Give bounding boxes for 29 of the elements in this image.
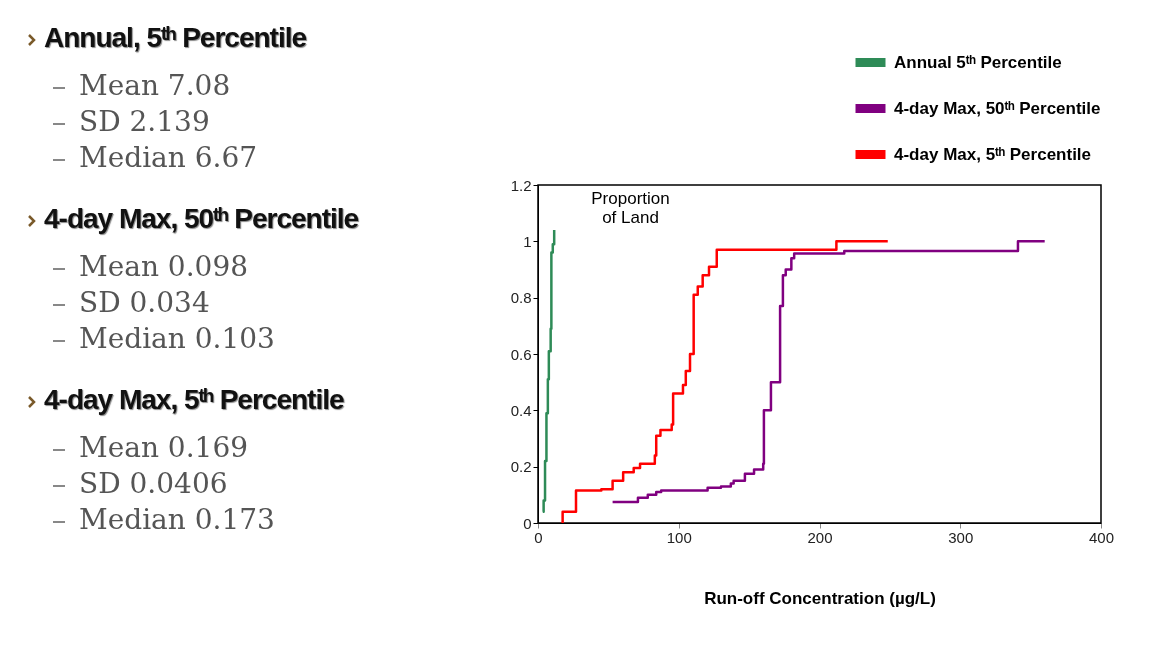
y-axis-title: Proportion of Land xyxy=(591,188,670,227)
text: Mean 0.169 xyxy=(79,430,250,466)
y-tick-label: 1.2 xyxy=(510,176,532,194)
x-tick-label: 100 xyxy=(666,528,692,546)
text: SD 0.0406 xyxy=(79,466,229,502)
text: Median 6.67 xyxy=(79,140,259,176)
text: 4-day Max, 50ᵗʰ Percentile xyxy=(43,203,360,235)
legend-label: 4-day Max, 5ᵗʰ Percentile xyxy=(894,144,1092,164)
x-tick-label: 200 xyxy=(807,528,833,546)
legend-label: Annual 5ᵗʰ Percentile xyxy=(894,52,1062,72)
text: Mean 7.08 xyxy=(79,68,232,104)
y-tick-label: 0.6 xyxy=(510,345,532,363)
text: SD 0.034 xyxy=(79,285,211,321)
y-tick-label: 0.2 xyxy=(510,458,532,476)
x-tick-label: 300 xyxy=(948,528,974,546)
legend-label: 4-day Max, 50ᵗʰ Percentile xyxy=(894,98,1101,118)
text: Median 0.103 xyxy=(79,321,276,357)
text: Mean 0.098 xyxy=(79,249,250,285)
y-tick-label: 0 xyxy=(523,514,532,532)
text: Median 0.173 xyxy=(79,502,276,538)
text: 4-day Max, 5ᵗʰ Percentile xyxy=(43,384,345,416)
x-tick-label: 0 xyxy=(534,528,543,546)
y-tick-label: 1 xyxy=(523,232,532,250)
y-tick-label: 0.4 xyxy=(510,401,532,419)
x-tick-label: 400 xyxy=(1088,528,1115,546)
x-axis-title: Run-off Concentration (µg/L) xyxy=(704,588,936,608)
text: SD 2.139 xyxy=(79,104,211,140)
text: Annual, 5ᵗʰ Percentile xyxy=(43,22,307,54)
y-tick-label: 0.8 xyxy=(510,289,532,307)
